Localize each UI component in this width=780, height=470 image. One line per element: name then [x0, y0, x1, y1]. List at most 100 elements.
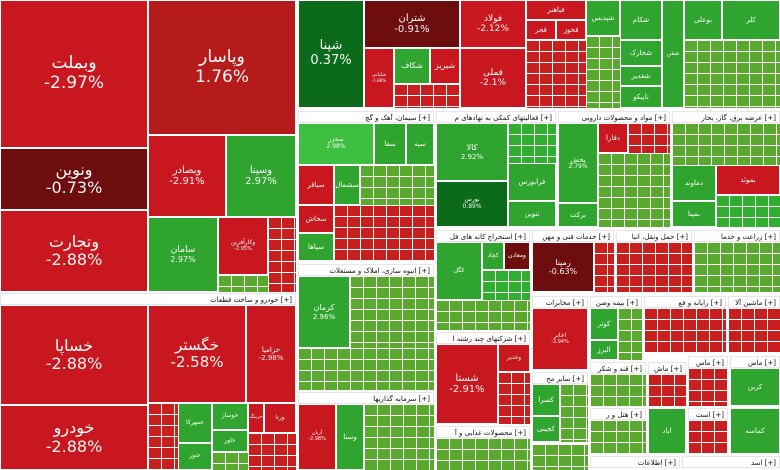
sector-header-other-mining[interactable]: سایر مح [+] — [532, 372, 588, 384]
sector-header-lemon[interactable]: ماس [+] — [730, 356, 780, 368]
tile-vsna[interactable]: وسنا — [336, 404, 364, 470]
mosaic-auto-small[interactable] — [148, 403, 178, 470]
mosaic-multi[interactable] — [498, 372, 530, 424]
tile-shatran[interactable]: شتران -0.91% — [364, 0, 460, 48]
tile-vbsader[interactable]: وبصادر -2.91% — [148, 135, 226, 217]
tile-shbriz[interactable]: شبریز — [430, 48, 460, 84]
mosaic-realestate-2[interactable] — [298, 348, 434, 390]
tile-vtejarat[interactable]: وتجارت -2.88% — [0, 210, 148, 292]
tile-remapna[interactable]: رمپنا -0.63% — [532, 242, 594, 292]
tile-booali[interactable]: بوعلی — [684, 0, 722, 40]
tile-khavar[interactable]: خاور — [212, 430, 248, 452]
mosaic-tech[interactable] — [594, 242, 614, 292]
mosaic-power-2[interactable] — [716, 195, 780, 227]
tile-akhaber[interactable]: اخابر -2.94% — [532, 308, 588, 370]
sector-header-info[interactable]: اطلاعات [+] — [590, 456, 680, 468]
tile-pakhsh[interactable]: پخش 2.79% — [558, 123, 598, 203]
mosaic-hotel[interactable] — [590, 420, 646, 454]
tile-barkat[interactable]: برکت — [558, 203, 598, 227]
tile-akalman[interactable]: کماسه — [730, 408, 780, 454]
mosaic-petro-right[interactable] — [586, 36, 620, 108]
tile-kooer[interactable]: کوثر — [590, 308, 618, 340]
sector-header-textile[interactable]: اسد [+] — [682, 456, 780, 468]
tile-khoosaz[interactable]: خوساز — [212, 403, 248, 430]
sector-header-asst[interactable]: است [+] — [688, 408, 728, 420]
sector-header-sugar[interactable]: قند و شکر [+] — [590, 362, 646, 374]
tile-khzamia[interactable]: خزامیا -2.98% — [246, 305, 296, 403]
tile-khesapa[interactable]: خساپا -2.88% — [0, 305, 148, 405]
tile-dmavand[interactable]: دماوند — [672, 165, 716, 201]
mosaic-sugar[interactable] — [590, 374, 646, 406]
sector-header-pharma[interactable]: مواد و محصولات دارویی [+] — [558, 111, 670, 123]
sector-header-hotel[interactable]: هتل و ر [+] — [590, 408, 646, 420]
tile-vamad[interactable]: ومعادن — [504, 242, 530, 270]
sector-header-investment[interactable]: سرمایه گذاریها [+] — [298, 392, 434, 404]
sector-header-transport[interactable]: حمل ونقل، انبا [+] — [616, 230, 692, 242]
mosaic-asst[interactable] — [688, 420, 728, 454]
sector-header-cement[interactable]: سیمان، آهک و گچ [+] — [298, 111, 434, 123]
tile-vkarafarin[interactable]: وکارآفرین -2.95% — [218, 217, 268, 275]
tile-stazrin[interactable]: سخزر 2.98% — [298, 123, 374, 165]
tile-vbmellat[interactable]: وبملت -2.97% — [0, 0, 148, 148]
mosaic-transport[interactable] — [616, 242, 692, 292]
mosaic-auto-small-3[interactable] — [248, 433, 296, 470]
sector-header-power[interactable]: عرضه برق، گاز، بخار [+] — [672, 111, 780, 123]
mosaic-mining-2[interactable] — [482, 270, 530, 300]
mosaic-realestate[interactable] — [350, 276, 434, 348]
tile-sbagher[interactable]: سباقر — [298, 165, 334, 205]
mosaic-food-2[interactable] — [532, 444, 588, 470]
mosaic-small-banks[interactable] — [268, 217, 296, 292]
sector-header-food[interactable]: محصولات غذایی و آ [+] — [436, 426, 530, 438]
tile-khegstar[interactable]: خگستر -2.58% — [148, 305, 246, 403]
tile-shmaal[interactable]: سشمال — [334, 165, 360, 205]
tile-dfara[interactable]: دفارا — [598, 123, 628, 153]
sector-header-machinery[interactable]: ماشین آلا [+] — [728, 296, 780, 308]
mosaic-insurance[interactable] — [618, 308, 642, 360]
tile-karin[interactable]: کرین — [730, 368, 780, 406]
mosaic-cement[interactable] — [360, 165, 434, 205]
tile-kchad[interactable]: کچاد — [482, 242, 504, 270]
tile-shkaf[interactable]: شکاف — [394, 48, 430, 84]
mosaic-mining[interactable] — [436, 300, 530, 330]
mosaic-metals-small[interactable] — [526, 40, 586, 108]
tile-khrink[interactable]: خرینگ — [248, 403, 264, 433]
mosaic-petro-small[interactable] — [394, 84, 460, 108]
tile-shlyabi[interactable]: شلیابی -1.88% — [364, 48, 394, 108]
tile-shgdis[interactable]: شپدیس — [586, 0, 620, 36]
mosaic-power[interactable] — [672, 123, 780, 165]
mosaic-fin-small[interactable] — [508, 123, 556, 163]
tile-kerman[interactable]: کرمان 2.96% — [298, 276, 350, 348]
mosaic-other-mining[interactable] — [560, 384, 588, 442]
mosaic-pharma[interactable] — [598, 153, 670, 227]
tile-vnovin[interactable]: ونوین -0.73% — [0, 148, 148, 210]
tile-kgol[interactable]: کگل — [436, 242, 482, 300]
tile-kchini[interactable]: کچینی — [532, 416, 560, 442]
mosaic-chem-small[interactable] — [684, 40, 780, 108]
tile-vrena[interactable]: ورنا — [264, 403, 296, 433]
mosaic-metal-prod[interactable] — [648, 374, 686, 406]
sector-header-realestate[interactable]: انبوه سازی، املاک و مستغلات [+] — [298, 264, 434, 276]
tile-vsina[interactable]: وسینا 2.97% — [226, 135, 296, 217]
tile-shast[interactable]: شستا -2.91% — [436, 344, 498, 424]
tile-khemehrka[interactable]: خمهرکا — [178, 403, 212, 443]
mosaic-machinery[interactable] — [728, 308, 780, 352]
mosaic-auto-small-2[interactable] — [212, 452, 248, 470]
tile-fameli[interactable]: فملی -2.1% — [460, 48, 526, 108]
sector-header-mining[interactable]: استخراج کانه های فل [+] — [436, 230, 530, 242]
tile-saman[interactable]: سامان 2.97% — [148, 217, 218, 292]
tile-alborz[interactable]: البرز — [590, 340, 618, 360]
sector-header-pump[interactable]: ماس [+] — [688, 356, 728, 368]
mosaic-computer[interactable] — [644, 308, 726, 352]
mosaic-agri[interactable] — [694, 242, 780, 292]
tile-tapiko[interactable]: تاپیکو — [620, 86, 662, 108]
tile-foolad[interactable]: فولاد -2.12% — [460, 0, 526, 48]
tile-bmpna[interactable]: بمپنا — [672, 201, 716, 227]
sector-header-comm[interactable]: مخابرات [+] — [532, 296, 588, 308]
sector-header-auto[interactable]: خودرو و ساخت قطعات [+] — [0, 293, 296, 305]
tile-shpna[interactable]: شپنا 0.37% — [298, 0, 364, 108]
tile-khanoor[interactable]: خنور — [178, 443, 212, 470]
mosaic-cement-2[interactable] — [334, 205, 434, 261]
tile-kaler[interactable]: کلر — [722, 0, 780, 40]
tile-bmoaad[interactable]: بموثد — [716, 165, 780, 195]
sector-header-multi[interactable]: شرکتهای چند رشته ا [+] — [436, 332, 530, 344]
